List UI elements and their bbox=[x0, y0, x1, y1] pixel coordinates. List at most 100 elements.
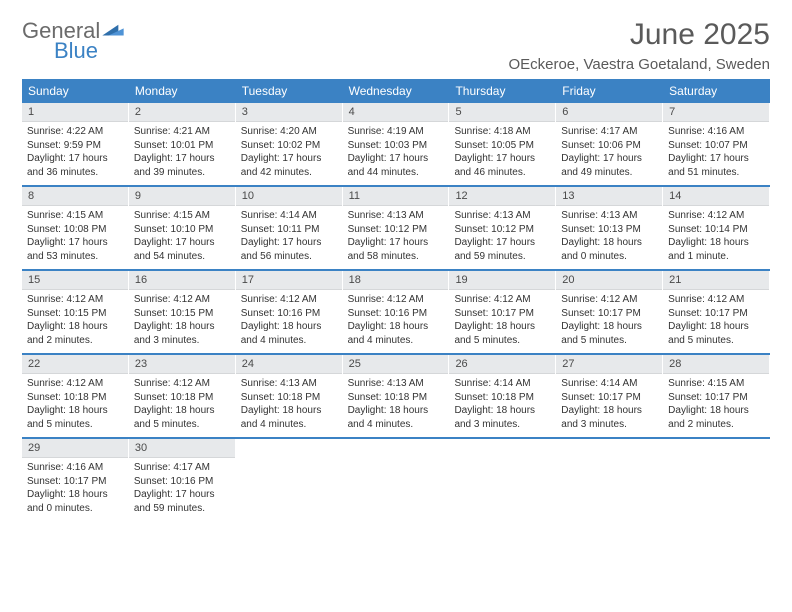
sunset-text: Sunset: 10:18 PM bbox=[454, 391, 550, 405]
day-cell: 11Sunrise: 4:13 AMSunset: 10:12 PMDaylig… bbox=[343, 187, 450, 269]
sunrise-text: Sunrise: 4:12 AM bbox=[134, 293, 230, 307]
day-cell bbox=[343, 439, 450, 521]
day-body: Sunrise: 4:14 AMSunset: 10:17 PMDaylight… bbox=[556, 374, 662, 431]
day-cell bbox=[449, 439, 556, 521]
day-body: Sunrise: 4:19 AMSunset: 10:03 PMDaylight… bbox=[343, 122, 449, 179]
sunset-text: Sunset: 10:14 PM bbox=[668, 223, 764, 237]
day-number: 19 bbox=[449, 271, 555, 290]
weekday-sunday: Sunday bbox=[22, 79, 129, 103]
sunrise-text: Sunrise: 4:13 AM bbox=[348, 209, 444, 223]
day-body: Sunrise: 4:14 AMSunset: 10:18 PMDaylight… bbox=[449, 374, 555, 431]
sunset-text: Sunset: 10:16 PM bbox=[134, 475, 230, 489]
day-body: Sunrise: 4:13 AMSunset: 10:13 PMDaylight… bbox=[556, 206, 662, 263]
daylight-text: Daylight: 17 hours and 54 minutes. bbox=[134, 236, 230, 263]
day-body: Sunrise: 4:12 AMSunset: 10:14 PMDaylight… bbox=[663, 206, 769, 263]
day-body: Sunrise: 4:14 AMSunset: 10:11 PMDaylight… bbox=[236, 206, 342, 263]
day-number: 13 bbox=[556, 187, 662, 206]
sunrise-text: Sunrise: 4:22 AM bbox=[27, 125, 123, 139]
day-number: 27 bbox=[556, 355, 662, 374]
daylight-text: Daylight: 18 hours and 1 minute. bbox=[668, 236, 764, 263]
daylight-text: Daylight: 18 hours and 5 minutes. bbox=[668, 320, 764, 347]
day-number: 24 bbox=[236, 355, 342, 374]
day-body: Sunrise: 4:22 AMSunset: 9:59 PMDaylight:… bbox=[22, 122, 128, 179]
daylight-text: Daylight: 18 hours and 4 minutes. bbox=[348, 404, 444, 431]
daylight-text: Daylight: 17 hours and 44 minutes. bbox=[348, 152, 444, 179]
day-body: Sunrise: 4:13 AMSunset: 10:18 PMDaylight… bbox=[343, 374, 449, 431]
day-body: Sunrise: 4:12 AMSunset: 10:17 PMDaylight… bbox=[556, 290, 662, 347]
day-cell: 14Sunrise: 4:12 AMSunset: 10:14 PMDaylig… bbox=[663, 187, 770, 269]
sunset-text: Sunset: 10:12 PM bbox=[454, 223, 550, 237]
day-cell: 19Sunrise: 4:12 AMSunset: 10:17 PMDaylig… bbox=[449, 271, 556, 353]
weekday-monday: Monday bbox=[129, 79, 236, 103]
day-number: 4 bbox=[343, 103, 449, 122]
day-number: 14 bbox=[663, 187, 769, 206]
day-body: Sunrise: 4:12 AMSunset: 10:18 PMDaylight… bbox=[22, 374, 128, 431]
sunrise-text: Sunrise: 4:16 AM bbox=[668, 125, 764, 139]
sunrise-text: Sunrise: 4:14 AM bbox=[241, 209, 337, 223]
daylight-text: Daylight: 17 hours and 46 minutes. bbox=[454, 152, 550, 179]
day-number bbox=[343, 439, 449, 445]
sunset-text: Sunset: 10:17 PM bbox=[454, 307, 550, 321]
daylight-text: Daylight: 18 hours and 3 minutes. bbox=[134, 320, 230, 347]
logo-mark-icon bbox=[102, 23, 124, 44]
day-cell: 7Sunrise: 4:16 AMSunset: 10:07 PMDayligh… bbox=[663, 103, 770, 185]
sunset-text: Sunset: 10:11 PM bbox=[241, 223, 337, 237]
weekday-wednesday: Wednesday bbox=[343, 79, 450, 103]
sunset-text: Sunset: 10:18 PM bbox=[134, 391, 230, 405]
day-body: Sunrise: 4:16 AMSunset: 10:17 PMDaylight… bbox=[22, 458, 128, 515]
day-number: 17 bbox=[236, 271, 342, 290]
day-body: Sunrise: 4:12 AMSunset: 10:16 PMDaylight… bbox=[343, 290, 449, 347]
sunrise-text: Sunrise: 4:14 AM bbox=[561, 377, 657, 391]
sunrise-text: Sunrise: 4:20 AM bbox=[241, 125, 337, 139]
daylight-text: Daylight: 18 hours and 3 minutes. bbox=[454, 404, 550, 431]
sunrise-text: Sunrise: 4:12 AM bbox=[561, 293, 657, 307]
day-number: 1 bbox=[22, 103, 128, 122]
sunset-text: Sunset: 10:17 PM bbox=[668, 391, 764, 405]
sunrise-text: Sunrise: 4:21 AM bbox=[134, 125, 230, 139]
day-cell: 30Sunrise: 4:17 AMSunset: 10:16 PMDaylig… bbox=[129, 439, 236, 521]
header: GeneralBlue June 2025 OEckeroe, Vaestra … bbox=[22, 18, 770, 73]
sunset-text: Sunset: 10:17 PM bbox=[561, 391, 657, 405]
day-body: Sunrise: 4:18 AMSunset: 10:05 PMDaylight… bbox=[449, 122, 555, 179]
day-body: Sunrise: 4:13 AMSunset: 10:18 PMDaylight… bbox=[236, 374, 342, 431]
sunset-text: Sunset: 9:59 PM bbox=[27, 139, 123, 153]
sunset-text: Sunset: 10:02 PM bbox=[241, 139, 337, 153]
calendar: Sunday Monday Tuesday Wednesday Thursday… bbox=[22, 79, 770, 521]
day-cell: 29Sunrise: 4:16 AMSunset: 10:17 PMDaylig… bbox=[22, 439, 129, 521]
day-body: Sunrise: 4:17 AMSunset: 10:06 PMDaylight… bbox=[556, 122, 662, 179]
daylight-text: Daylight: 17 hours and 51 minutes. bbox=[668, 152, 764, 179]
sunset-text: Sunset: 10:03 PM bbox=[348, 139, 444, 153]
daylight-text: Daylight: 17 hours and 56 minutes. bbox=[241, 236, 337, 263]
day-body: Sunrise: 4:12 AMSunset: 10:17 PMDaylight… bbox=[449, 290, 555, 347]
daylight-text: Daylight: 18 hours and 4 minutes. bbox=[241, 320, 337, 347]
day-cell: 21Sunrise: 4:12 AMSunset: 10:17 PMDaylig… bbox=[663, 271, 770, 353]
sunrise-text: Sunrise: 4:12 AM bbox=[134, 377, 230, 391]
day-number: 8 bbox=[22, 187, 128, 206]
day-cell: 18Sunrise: 4:12 AMSunset: 10:16 PMDaylig… bbox=[343, 271, 450, 353]
sunrise-text: Sunrise: 4:13 AM bbox=[454, 209, 550, 223]
sunrise-text: Sunrise: 4:12 AM bbox=[668, 209, 764, 223]
day-number: 20 bbox=[556, 271, 662, 290]
sunrise-text: Sunrise: 4:19 AM bbox=[348, 125, 444, 139]
day-number: 6 bbox=[556, 103, 662, 122]
sunset-text: Sunset: 10:17 PM bbox=[561, 307, 657, 321]
daylight-text: Daylight: 18 hours and 5 minutes. bbox=[454, 320, 550, 347]
sunrise-text: Sunrise: 4:13 AM bbox=[561, 209, 657, 223]
week-row: 22Sunrise: 4:12 AMSunset: 10:18 PMDaylig… bbox=[22, 355, 770, 439]
daylight-text: Daylight: 17 hours and 59 minutes. bbox=[134, 488, 230, 515]
day-number: 26 bbox=[449, 355, 555, 374]
day-cell: 9Sunrise: 4:15 AMSunset: 10:10 PMDayligh… bbox=[129, 187, 236, 269]
sunset-text: Sunset: 10:16 PM bbox=[348, 307, 444, 321]
weekday-row: Sunday Monday Tuesday Wednesday Thursday… bbox=[22, 79, 770, 103]
sunset-text: Sunset: 10:16 PM bbox=[241, 307, 337, 321]
month-title: June 2025 bbox=[508, 18, 770, 52]
day-cell: 5Sunrise: 4:18 AMSunset: 10:05 PMDayligh… bbox=[449, 103, 556, 185]
daylight-text: Daylight: 18 hours and 2 minutes. bbox=[27, 320, 123, 347]
day-cell: 4Sunrise: 4:19 AMSunset: 10:03 PMDayligh… bbox=[343, 103, 450, 185]
sunrise-text: Sunrise: 4:12 AM bbox=[454, 293, 550, 307]
day-cell: 22Sunrise: 4:12 AMSunset: 10:18 PMDaylig… bbox=[22, 355, 129, 437]
day-number: 28 bbox=[663, 355, 769, 374]
day-body: Sunrise: 4:21 AMSunset: 10:01 PMDaylight… bbox=[129, 122, 235, 179]
day-cell bbox=[663, 439, 770, 521]
daylight-text: Daylight: 18 hours and 5 minutes. bbox=[561, 320, 657, 347]
